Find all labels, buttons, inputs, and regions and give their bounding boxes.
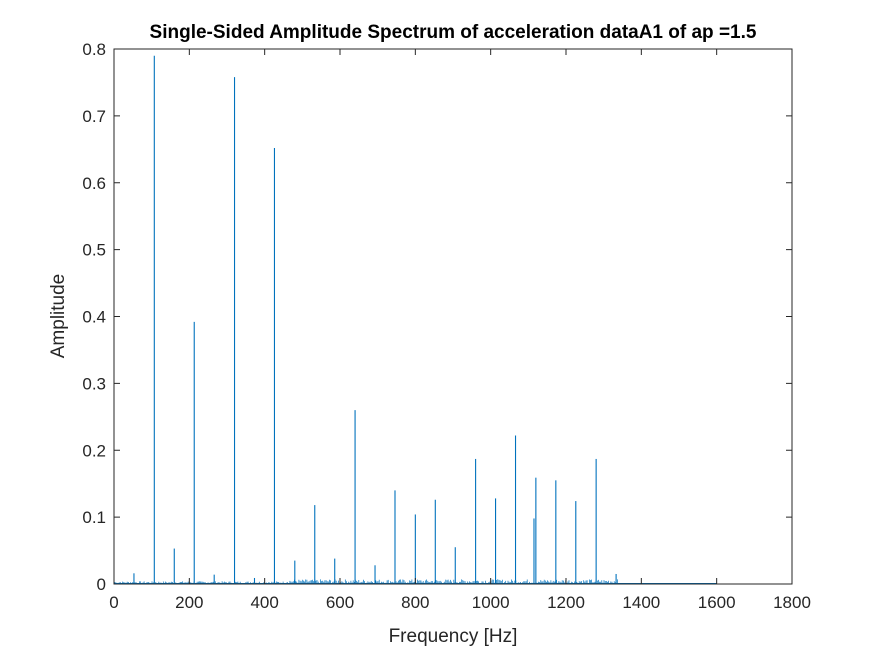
x-tick-label: 800 [401,593,429,612]
plot-area [114,49,792,584]
y-tick-label: 0.6 [82,174,106,193]
x-tick-label: 1200 [547,593,585,612]
x-axis: 0 200 400 600 800 1000 1200 1400 1600 1800 [109,49,811,612]
x-tick-label: 1800 [773,593,811,612]
y-tick-label: 0.8 [82,40,106,59]
y-tick-label: 0.7 [82,107,106,126]
chart-title: Single-Sided Amplitude Spectrum of accel… [150,22,757,43]
x-tick-label: 400 [250,593,278,612]
y-tick-label: 0.4 [82,308,106,327]
x-axis-label: Frequency [Hz] [389,626,518,647]
y-tick-label: 0.1 [82,508,106,527]
x-tick-label: 200 [175,593,203,612]
x-tick-label: 1600 [698,593,736,612]
y-axis-label: Amplitude [48,274,69,359]
x-tick-label: 1000 [472,593,510,612]
x-tick-label: 0 [109,593,118,612]
y-tick-label: 0 [97,575,106,594]
y-tick-label: 0.5 [82,241,106,260]
y-tick-label: 0.3 [82,374,106,393]
y-tick-label: 0.2 [82,441,106,460]
x-tick-label: 1400 [622,593,660,612]
y-axis: 0 0.1 0.2 0.3 0.4 0.5 0.6 0.7 0.8 [82,40,792,594]
x-tick-label: 600 [326,593,354,612]
spectrum-series [114,55,717,584]
